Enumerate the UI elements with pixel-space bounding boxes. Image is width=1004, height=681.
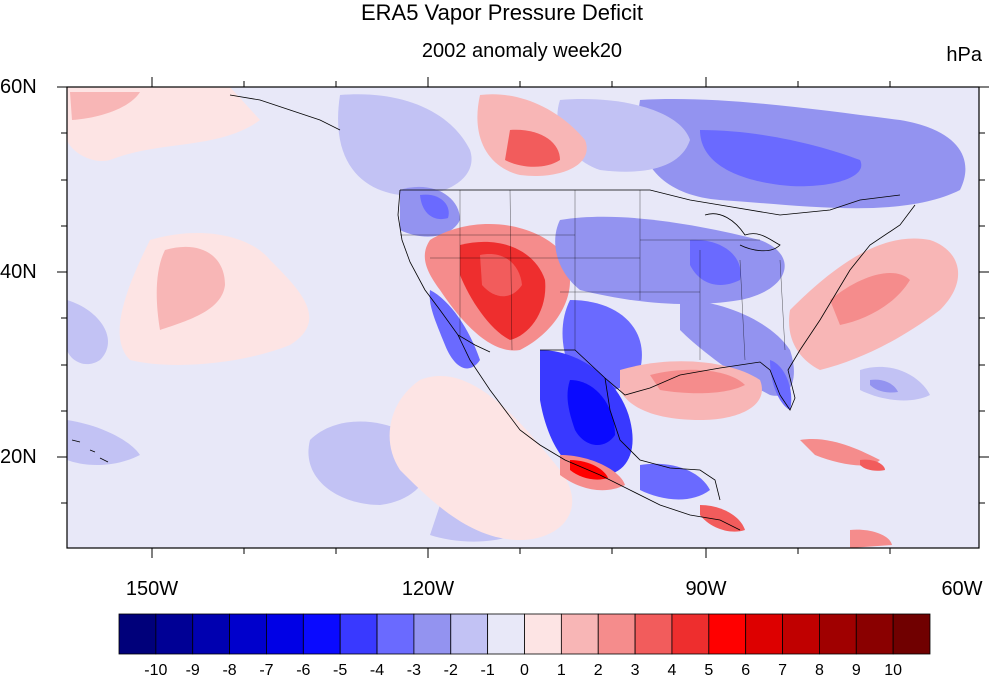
coastlines — [71, 94, 916, 531]
alaska-positive-core — [70, 92, 140, 120]
chart-subtitle: 2002 anomaly week20 — [421, 40, 623, 62]
lat-label-40n: 40N — [0, 261, 37, 283]
gulf-coast — [540, 204, 916, 411]
colorbar-label: -5 — [333, 662, 348, 679]
colorbar-swatch — [413, 613, 452, 655]
colorbar-swatch — [560, 613, 599, 655]
colorbar-swatch — [155, 613, 194, 655]
colorbar-swatch — [524, 613, 562, 655]
southwest-positive-inner — [480, 254, 522, 297]
central-america-negative — [640, 463, 710, 500]
units-label: hPa — [946, 44, 982, 66]
hawaii — [71, 439, 109, 463]
mexico-negative-core — [567, 380, 615, 446]
canada-positive-core — [505, 129, 560, 167]
alaska-coast — [229, 94, 341, 131]
colorbar-label: 2 — [593, 662, 603, 679]
atlantic-negative — [860, 366, 930, 401]
baja-positive — [389, 376, 573, 540]
colorbar-label: 10 — [884, 662, 903, 679]
lon-label-150w: 150W — [125, 578, 179, 600]
colorbar-swatch — [229, 613, 267, 655]
colorbar-label: 0 — [520, 662, 529, 679]
gulf-stream-negative — [870, 379, 898, 393]
colorbar-swatch — [376, 613, 415, 655]
anomaly-field — [67, 87, 979, 548]
midwest-negative-core — [690, 239, 741, 285]
colorbar-swatch — [339, 613, 378, 655]
colorbar-label: 4 — [667, 662, 677, 679]
central-america-positive — [700, 505, 745, 532]
colorbar-label: 3 — [630, 662, 640, 679]
northwest-negative-core — [420, 194, 449, 220]
colorbar-swatch — [855, 613, 894, 655]
colorbar-label: 7 — [778, 662, 787, 679]
lat-label-20n: 20N — [0, 446, 37, 468]
lon-label-90w: 90W — [685, 578, 727, 600]
colorbar-label: 1 — [556, 662, 566, 679]
lon-label-60w: 60W — [941, 578, 983, 600]
colorbar-label: 8 — [814, 662, 824, 679]
colorbar-label: 5 — [704, 662, 714, 679]
colorbar-label: -9 — [185, 662, 200, 679]
caribbean-positive — [800, 439, 880, 466]
colorbar-swatch — [892, 613, 931, 655]
florida-negative — [770, 360, 792, 410]
colorbar-label: 6 — [741, 662, 751, 679]
colorbar-swatch — [597, 613, 636, 655]
colorbar-label: -7 — [259, 662, 274, 679]
pacific-positive-core — [156, 246, 225, 330]
atlantic-positive-core — [830, 272, 910, 325]
us-canada-border — [400, 189, 901, 216]
colorbar-swatch — [782, 613, 820, 655]
lat-label-60n: 60N — [0, 76, 37, 98]
state-borders — [400, 189, 786, 361]
south-caribbean-positive — [850, 529, 892, 548]
canada-negative-west — [338, 94, 472, 196]
mexico-gulf-coast — [604, 377, 721, 501]
colorbar-swatch — [487, 613, 525, 655]
southeast-negative — [680, 300, 794, 396]
east-pacific-negative — [67, 300, 108, 365]
colorbar-label: -8 — [222, 662, 237, 679]
colorbar-label: -10 — [144, 662, 168, 679]
colorbar — [118, 613, 931, 655]
colorbar-label: -4 — [369, 662, 385, 679]
lon-label-120w: 120W — [401, 578, 455, 600]
us-west-coast — [397, 189, 491, 353]
california-negative — [429, 290, 480, 369]
axis-ticks — [57, 77, 989, 558]
caribbean-positive-core — [860, 459, 885, 471]
colorbar-swatch — [266, 613, 304, 655]
colorbar-swatch — [302, 613, 341, 655]
colorbar-swatch — [634, 613, 673, 655]
colorbar-label: -2 — [443, 662, 458, 679]
colorbar-swatch — [450, 613, 489, 655]
colorbar-label: -1 — [480, 662, 495, 679]
hudson-negative — [557, 99, 690, 172]
colorbar-label: -6 — [296, 662, 311, 679]
colorbar-swatch — [819, 613, 857, 655]
colorbar-label: -3 — [406, 662, 422, 679]
baja-coast — [457, 334, 741, 531]
colorbar-swatch — [118, 613, 157, 655]
colorbar-swatch — [671, 613, 710, 655]
hawaii-negative — [67, 420, 140, 465]
colorbar-swatch — [745, 613, 783, 655]
colorbar-swatch — [192, 613, 230, 655]
gulf-positive-core — [650, 369, 745, 394]
canada-negative-core — [700, 130, 862, 187]
colorbar-swatch — [708, 613, 747, 655]
great-lakes — [704, 213, 781, 252]
colorbar-label: 9 — [851, 662, 861, 679]
chart-title: ERA5 Vapor Pressure Deficit — [360, 0, 644, 25]
